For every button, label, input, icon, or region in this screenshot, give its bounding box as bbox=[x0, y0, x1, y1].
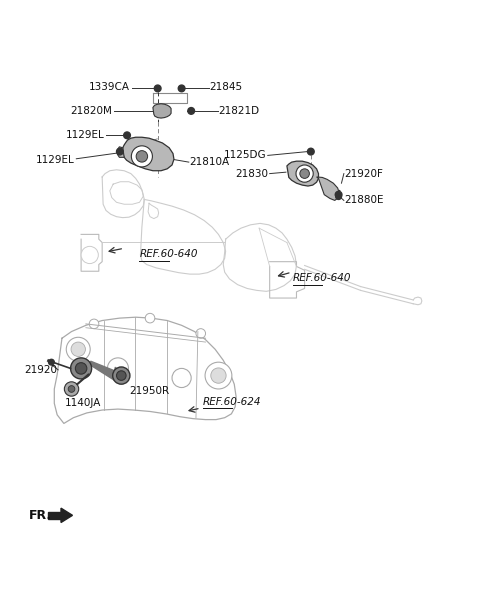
Circle shape bbox=[89, 319, 99, 329]
Text: REF.60-640: REF.60-640 bbox=[140, 249, 198, 260]
Polygon shape bbox=[118, 147, 124, 157]
Text: 21920: 21920 bbox=[24, 365, 57, 375]
Circle shape bbox=[117, 371, 126, 380]
Circle shape bbox=[136, 151, 148, 162]
Text: 1339CA: 1339CA bbox=[89, 83, 130, 93]
Circle shape bbox=[145, 313, 155, 323]
Circle shape bbox=[155, 85, 161, 91]
Circle shape bbox=[308, 148, 314, 155]
Circle shape bbox=[211, 368, 226, 383]
Text: 21880E: 21880E bbox=[344, 196, 384, 205]
Text: 21810A: 21810A bbox=[190, 157, 230, 167]
Polygon shape bbox=[122, 137, 174, 171]
Text: 21920F: 21920F bbox=[344, 169, 383, 179]
Circle shape bbox=[300, 169, 310, 178]
Circle shape bbox=[335, 191, 342, 198]
Circle shape bbox=[108, 358, 129, 379]
Circle shape bbox=[64, 382, 79, 396]
Text: 21950R: 21950R bbox=[129, 386, 169, 396]
Polygon shape bbox=[61, 508, 72, 523]
Polygon shape bbox=[90, 361, 116, 380]
Text: REF.60-640: REF.60-640 bbox=[293, 273, 351, 283]
Circle shape bbox=[117, 148, 123, 155]
Circle shape bbox=[71, 342, 85, 356]
Circle shape bbox=[75, 362, 87, 374]
Circle shape bbox=[205, 362, 232, 389]
Circle shape bbox=[296, 165, 313, 182]
Circle shape bbox=[113, 367, 130, 384]
Circle shape bbox=[124, 132, 131, 139]
Polygon shape bbox=[287, 161, 319, 186]
Circle shape bbox=[48, 359, 54, 365]
Polygon shape bbox=[48, 512, 63, 518]
Text: 21820M: 21820M bbox=[71, 106, 112, 116]
Text: 1129EL: 1129EL bbox=[36, 155, 75, 165]
Circle shape bbox=[172, 368, 191, 388]
Text: 1129EL: 1129EL bbox=[66, 130, 105, 141]
Polygon shape bbox=[317, 177, 339, 200]
Circle shape bbox=[188, 108, 194, 114]
Circle shape bbox=[81, 246, 98, 264]
Circle shape bbox=[196, 329, 205, 338]
Text: 1125DG: 1125DG bbox=[224, 151, 266, 160]
Text: REF.60-624: REF.60-624 bbox=[203, 397, 261, 407]
Text: 21821D: 21821D bbox=[218, 106, 260, 116]
Circle shape bbox=[66, 337, 90, 361]
Text: 1140JA: 1140JA bbox=[64, 398, 101, 408]
Circle shape bbox=[68, 386, 75, 392]
Polygon shape bbox=[153, 103, 171, 118]
Text: 21845: 21845 bbox=[209, 83, 242, 93]
Circle shape bbox=[132, 146, 153, 167]
Circle shape bbox=[336, 194, 341, 200]
Text: FR.: FR. bbox=[28, 509, 51, 522]
Text: 21830: 21830 bbox=[236, 169, 269, 179]
Circle shape bbox=[71, 358, 92, 379]
Circle shape bbox=[178, 85, 185, 91]
